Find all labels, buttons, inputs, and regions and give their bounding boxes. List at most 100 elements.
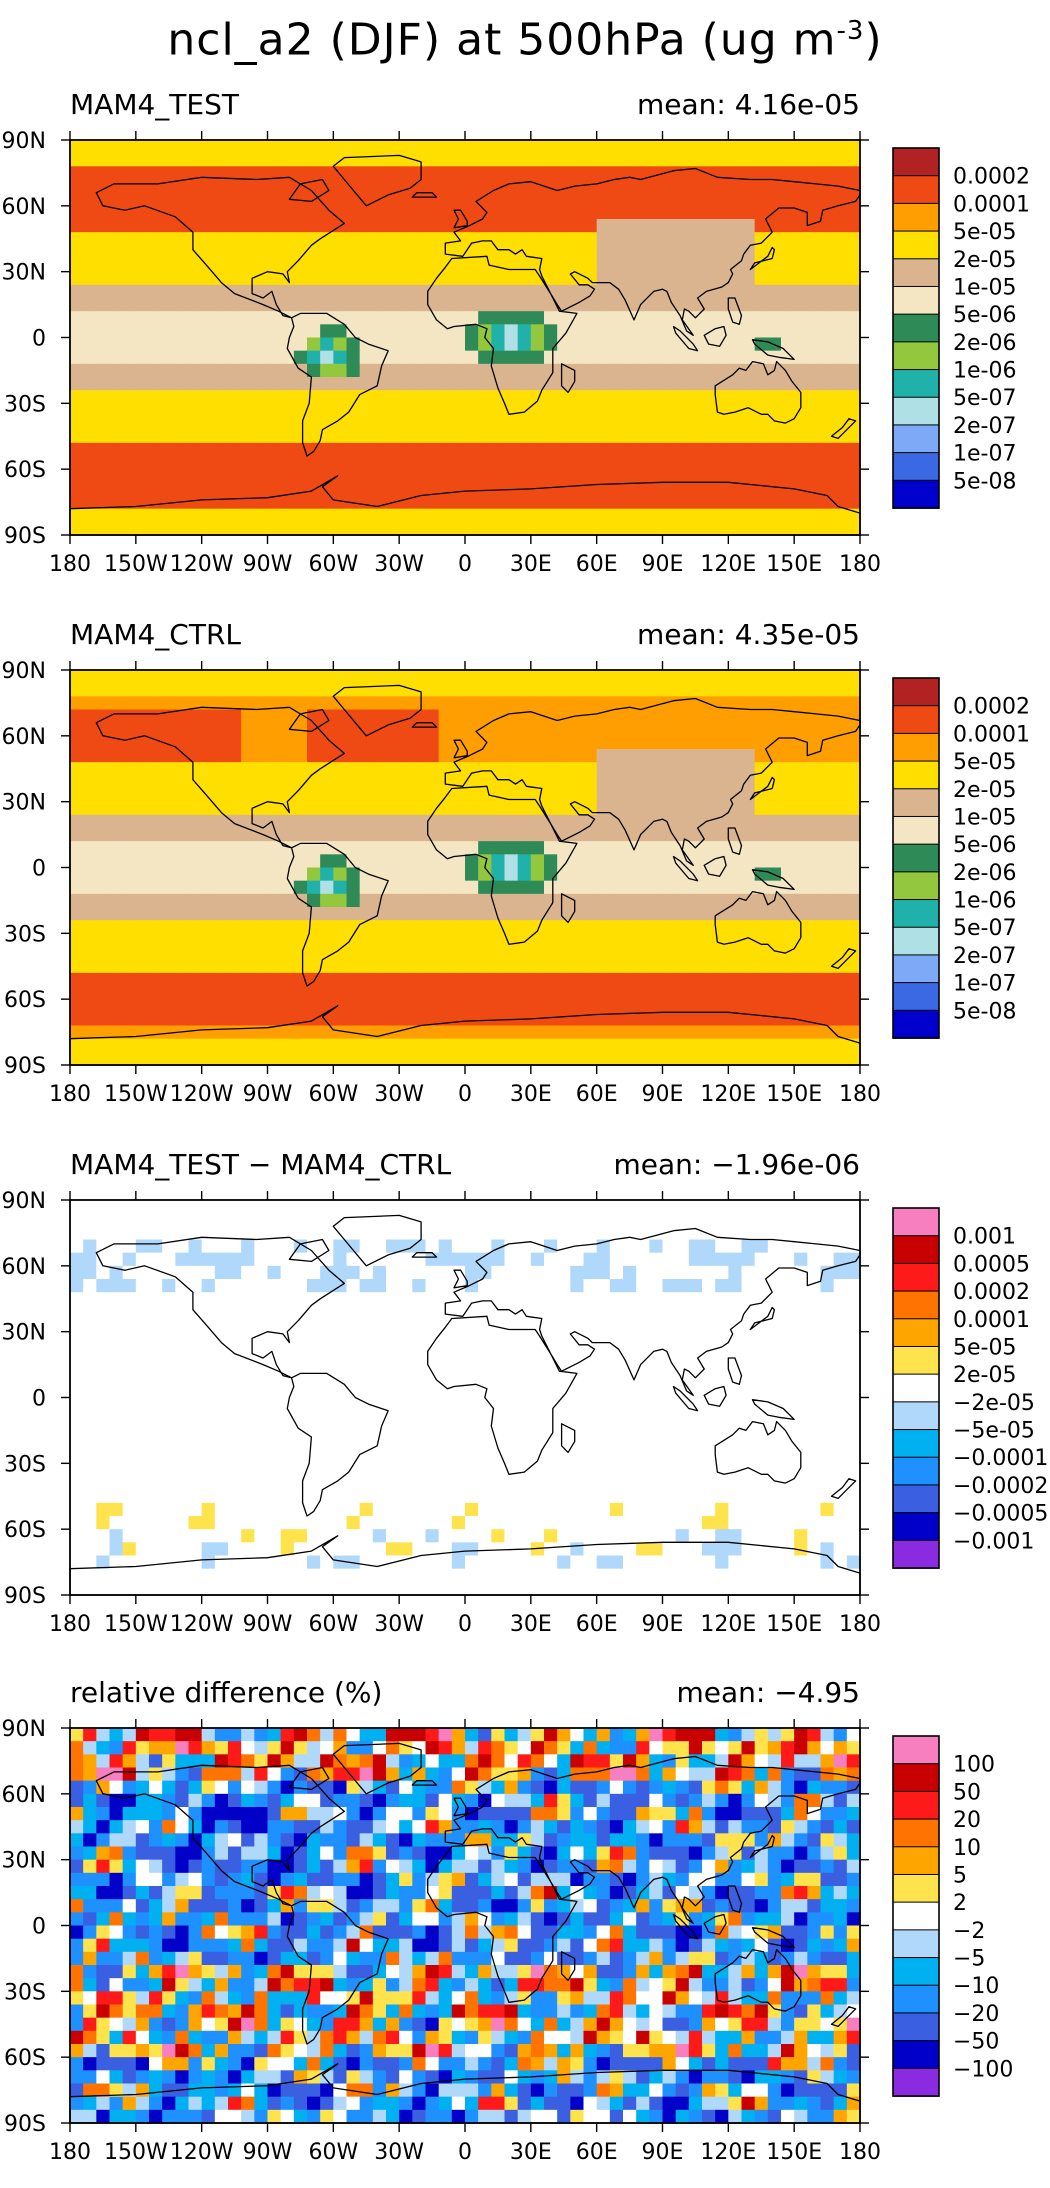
field-cell <box>215 1371 229 1385</box>
field-cell <box>149 417 163 431</box>
field-cell <box>728 232 742 246</box>
field-cell <box>426 403 440 417</box>
field-cell <box>531 736 545 750</box>
field-cell <box>518 1266 532 1280</box>
field-cell <box>821 140 835 154</box>
field-cell <box>294 749 308 763</box>
field-cell <box>584 1266 598 1280</box>
field-cell <box>373 443 387 457</box>
field-cell <box>373 1279 387 1293</box>
field-cell <box>136 973 150 987</box>
field-cell <box>623 1398 637 1412</box>
field-cell <box>189 482 203 496</box>
field-cell <box>821 245 835 259</box>
field-cell <box>215 1424 229 1438</box>
field-cell <box>623 1200 637 1214</box>
field-cell <box>439 710 453 724</box>
field-cell <box>689 723 703 737</box>
field-cell <box>610 509 624 523</box>
field-cell <box>847 403 861 417</box>
field-cell <box>557 802 571 816</box>
field-cell <box>636 443 650 457</box>
field-cell <box>544 390 558 404</box>
field-cell <box>254 1424 268 1438</box>
field-cell <box>294 1266 308 1280</box>
field-cell <box>557 683 571 697</box>
field-cell <box>202 1371 216 1385</box>
field-cell <box>123 894 137 908</box>
field-cell <box>636 736 650 750</box>
field-cell <box>834 1266 848 1280</box>
field-cell <box>781 509 795 523</box>
field-cell <box>83 947 97 961</box>
field-cell <box>452 153 466 167</box>
field-cell <box>570 1012 584 1026</box>
field-cell <box>478 828 492 842</box>
field-cell <box>439 1052 453 1066</box>
field-cell <box>320 403 334 417</box>
field-cell <box>597 140 611 154</box>
field-cell <box>544 736 558 750</box>
field-cell <box>689 749 703 763</box>
field-cell <box>386 881 400 895</box>
field-cell <box>649 1200 663 1214</box>
field-cell <box>254 417 268 431</box>
field-cell <box>241 259 255 273</box>
field-cell <box>557 1253 571 1267</box>
field-cell <box>742 1437 756 1451</box>
field-cell <box>426 1279 440 1293</box>
field-cell <box>439 285 453 299</box>
field-cell <box>412 443 426 457</box>
field-cell <box>439 1226 453 1240</box>
field-cell <box>649 1052 663 1066</box>
field-cell <box>254 960 268 974</box>
field-cell <box>439 140 453 154</box>
field-cell <box>794 1266 808 1280</box>
field-cell <box>794 723 808 737</box>
field-cell <box>399 469 413 483</box>
field-cell <box>202 1026 216 1040</box>
field-cell <box>333 245 347 259</box>
field-cell <box>570 140 584 154</box>
field-cell <box>742 1240 756 1254</box>
field-cell <box>636 1240 650 1254</box>
field-cell <box>584 456 598 470</box>
field-cell <box>228 522 242 536</box>
field-cell <box>136 1358 150 1372</box>
field-cell <box>610 456 624 470</box>
field-cell <box>847 1345 861 1359</box>
field-cell <box>386 232 400 246</box>
field-cell <box>83 1266 97 1280</box>
field-cell <box>478 403 492 417</box>
field-cell <box>189 1371 203 1385</box>
field-cell <box>649 245 663 259</box>
field-cell <box>518 907 532 921</box>
field-cell <box>636 894 650 908</box>
field-cell <box>755 960 769 974</box>
field-cell <box>149 683 163 697</box>
field-cell <box>834 920 848 934</box>
field-cell <box>649 140 663 154</box>
x-tick-label: 150E <box>766 552 822 577</box>
field-cell <box>584 894 598 908</box>
field-cell <box>294 854 308 868</box>
field-cell <box>439 1345 453 1359</box>
field-cell <box>755 802 769 816</box>
field-cell <box>347 815 361 829</box>
field-cell <box>426 1253 440 1267</box>
field-cell <box>96 232 110 246</box>
field-cell <box>254 1292 268 1306</box>
field-cell <box>715 430 729 444</box>
field-cell <box>189 789 203 803</box>
field-cell <box>399 1437 413 1451</box>
field-cell <box>83 854 97 868</box>
field-cell <box>110 789 124 803</box>
field-cell <box>228 469 242 483</box>
field-cell <box>649 417 663 431</box>
field-cell <box>83 1240 97 1254</box>
field-cell <box>557 417 571 431</box>
field-cell <box>202 868 216 882</box>
field-cell <box>70 259 84 273</box>
field-cell <box>228 193 242 207</box>
field-cell <box>518 456 532 470</box>
